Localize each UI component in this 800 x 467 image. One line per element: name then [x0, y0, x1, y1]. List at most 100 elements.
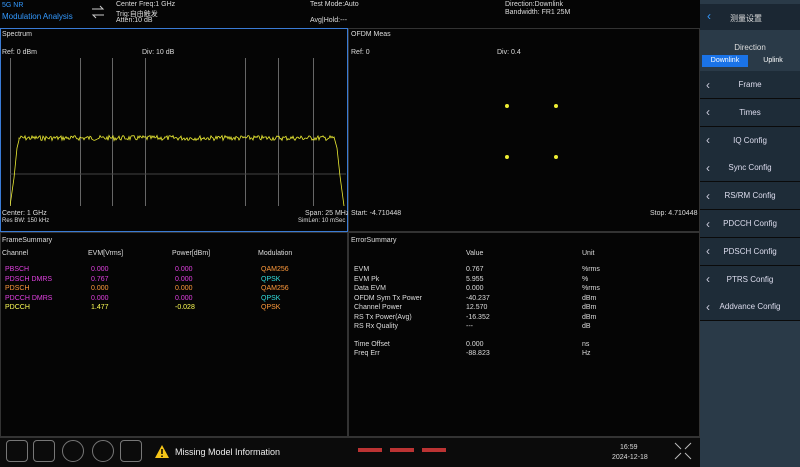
clock-time: 16:59: [620, 444, 638, 451]
spectrum-span: Span: 25 MHz: [305, 210, 350, 217]
constellation-point: [554, 104, 558, 108]
table-cell: 1.477: [91, 304, 109, 311]
folder-button[interactable]: [33, 440, 55, 462]
warning-icon: [155, 445, 169, 458]
spectrum-trace: [10, 134, 345, 206]
constellation-point: [505, 104, 509, 108]
table-cell: QAM256: [261, 285, 289, 292]
spectrum-div: Div: 10 dB: [142, 49, 175, 56]
back-button[interactable]: ‹: [707, 9, 711, 23]
warning-text: Missing Model Information: [175, 447, 281, 457]
fullscreen-button[interactable]: [672, 440, 694, 462]
table-cell: -0.028: [175, 304, 195, 311]
swap-icon[interactable]: [90, 5, 106, 19]
table-cell: Time Offset: [354, 340, 390, 348]
menu-item[interactable]: PDSCH Config: [700, 237, 800, 266]
table-cell: 0.767: [91, 275, 109, 283]
table-cell: %rms: [582, 285, 600, 292]
mode-name: Modulation Analysis: [2, 12, 73, 21]
table-cell: 0.767: [466, 266, 484, 273]
table-cell: PDSCH: [5, 285, 30, 292]
error-summary-panel: [348, 232, 700, 437]
table-cell: 0.000: [91, 285, 109, 292]
center-freq: Center Freq:1 GHz: [116, 1, 176, 8]
table-cell: ---: [466, 323, 473, 330]
table-header: Channel: [2, 250, 29, 257]
tool-button[interactable]: [120, 440, 142, 462]
spectrum-title: Spectrum: [2, 31, 32, 38]
table-cell: dBm: [582, 294, 597, 302]
menu-item[interactable]: Addvance Config: [700, 293, 800, 322]
table-cell: dB: [582, 323, 591, 330]
table-cell: %rms: [582, 266, 600, 273]
table-cell: -40.237: [466, 294, 490, 302]
table-header: Unit: [582, 250, 595, 257]
direction: Direction:Downlink: [505, 1, 563, 8]
ofdm-stop: Stop: 4.710448: [650, 210, 698, 217]
downlink-option[interactable]: Downlink: [702, 55, 748, 67]
table-cell: Freq Err: [354, 350, 380, 357]
frame-summary-title: FrameSummary: [2, 237, 53, 244]
table-cell: PDCCH: [5, 304, 30, 311]
table-cell: RS Tx Power(Avg): [354, 313, 412, 321]
trigger: Trig:自由触发: [116, 11, 158, 18]
spectrum-center: Center: 1 GHz: [2, 210, 47, 217]
menu-item[interactable]: RS/RM Config: [700, 182, 800, 211]
table-header: Modulation: [258, 250, 293, 257]
table-cell: 12.570: [466, 304, 488, 311]
menu-item[interactable]: PTRS Config: [700, 265, 800, 294]
table-header: Value: [466, 250, 484, 257]
help-button[interactable]: [92, 440, 114, 462]
frame-summary-panel: [0, 232, 348, 437]
menu-item[interactable]: Sync Config: [700, 154, 800, 183]
table-cell: RS Rx Quality: [354, 323, 398, 330]
table-cell: 0.000: [175, 285, 193, 292]
indicator: [358, 448, 382, 452]
table-cell: Channel Power: [354, 304, 402, 311]
table-cell: QPSK: [261, 294, 281, 302]
atten: Atten:10 dB: [116, 17, 153, 24]
table-cell: Data EVM: [354, 285, 386, 292]
side-title: 测量设置: [730, 14, 762, 23]
avg-hold: Avg|Hold:---: [310, 17, 348, 24]
menu-item[interactable]: PDCCH Config: [700, 210, 800, 238]
spectrum-plot: [10, 58, 346, 206]
icon-button[interactable]: [6, 440, 28, 462]
table-cell: 0.000: [466, 285, 484, 292]
direction-label: Direction: [734, 43, 766, 52]
spectrum-ref: Ref: 0 dBm: [2, 49, 38, 56]
table-cell: OFDM Sym Tx Power: [354, 294, 422, 302]
menu-item[interactable]: Frame: [700, 71, 800, 99]
table-cell: -88.823: [466, 350, 490, 357]
spectrum-panel[interactable]: [0, 28, 348, 232]
table-cell: ns: [582, 340, 590, 348]
table-cell: %: [582, 275, 589, 283]
table-cell: 0.000: [175, 294, 193, 302]
menu-item[interactable]: IQ Config: [700, 126, 800, 155]
ofdm-ref: Ref: 0: [351, 49, 370, 56]
test-mode: Test Mode:Auto: [310, 1, 359, 8]
app-name: 5G NR: [2, 2, 24, 9]
ofdm-title: OFDM Meas: [351, 31, 391, 38]
table-cell: QAM256: [261, 266, 289, 273]
table-cell: EVM: [354, 266, 370, 273]
ofdm-start: Start: -4.710448: [351, 210, 402, 217]
table-cell: 0.000: [91, 294, 109, 302]
clock-date: 2024-12-18: [612, 454, 648, 461]
spectrum-simlen: SimLen: 10 mSec: [298, 218, 346, 224]
menu-item[interactable]: Times: [700, 98, 800, 127]
bandwidth: Bandwidth: FR1 25M: [505, 9, 571, 16]
table-cell: QPSK: [261, 275, 281, 283]
table-cell: 0.000: [175, 266, 193, 273]
constellation-point: [505, 155, 509, 159]
settings-button[interactable]: [62, 440, 84, 462]
table-cell: dBm: [582, 313, 597, 321]
table-header: Power[dBm]: [172, 250, 211, 257]
table-cell: 0.000: [466, 340, 484, 348]
spectrum-rbw: Res BW: 150 kHz: [2, 218, 50, 224]
ofdm-div: Div: 0.4: [497, 49, 521, 56]
table-cell: PDSCH DMRS: [5, 275, 53, 283]
uplink-option[interactable]: Uplink: [763, 57, 783, 64]
table-cell: dBm: [582, 304, 597, 311]
